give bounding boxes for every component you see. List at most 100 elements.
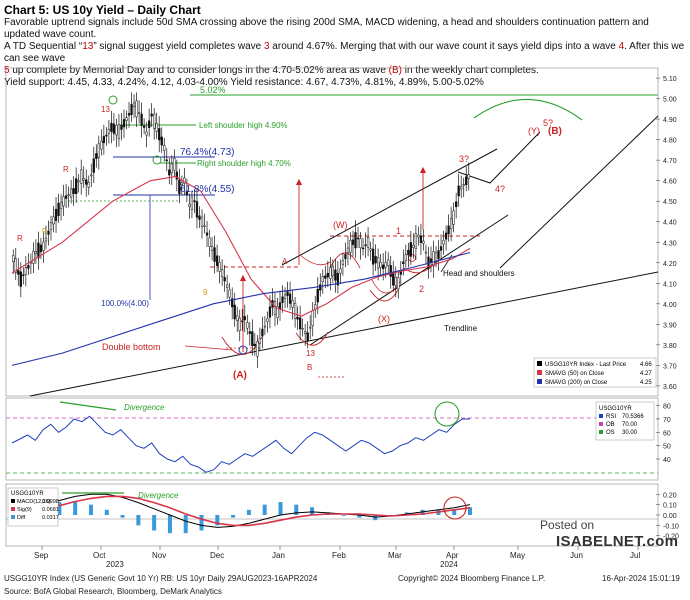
label-a-wave: A	[282, 257, 288, 266]
candle-body	[223, 277, 226, 282]
candle-body	[200, 216, 204, 227]
candle-body	[246, 322, 249, 329]
price-tick-label: 4.20	[663, 261, 677, 268]
candle-body	[356, 237, 360, 240]
candle-body	[291, 300, 294, 308]
macd-hist-bar	[167, 515, 172, 534]
candle-body	[210, 245, 214, 251]
label-double-bottom: Double bottom	[102, 342, 161, 352]
price-tick-label: 3.80	[663, 343, 677, 350]
rsi-y-axis: 80 70 60 50 40	[656, 404, 671, 464]
month-label: Mar	[388, 551, 402, 560]
label-right-shoulder: Right shoulder high 4.70%	[197, 159, 291, 168]
candle-body	[178, 179, 181, 194]
price-tick-label: 4.50	[663, 199, 677, 206]
macd-hist-bar	[88, 504, 93, 515]
candle-body	[42, 241, 45, 251]
svg-text:Diff: Diff	[17, 515, 26, 521]
candle-body	[233, 304, 236, 320]
macd-hist-bar	[468, 507, 472, 515]
candle-body	[261, 328, 264, 337]
macd-tick-label: -0.20	[663, 534, 679, 541]
macd-hist-bar	[183, 515, 188, 534]
x-axis: Sep Oct Nov Dec Jan Feb Mar Apr May Jun Jul 2023 202…	[34, 546, 640, 569]
candle-body	[397, 277, 400, 290]
signal-line	[11, 495, 471, 527]
candle-body	[44, 237, 48, 242]
legend-last-price: USGG10YR Index - Last Price	[545, 362, 627, 368]
candle-body	[198, 215, 201, 220]
macd-hist-bar	[452, 509, 457, 515]
candle-body	[213, 247, 216, 262]
candle-body	[132, 102, 136, 107]
month-label: Sep	[34, 551, 49, 560]
macd-hist-bar	[136, 515, 141, 526]
candle-body	[319, 284, 322, 291]
candle-body	[442, 240, 445, 245]
candle-body	[218, 262, 221, 272]
macd-circle-marker	[443, 496, 467, 520]
candle-body	[278, 302, 282, 310]
candle-body	[100, 140, 103, 150]
svg-text:0.0317: 0.0317	[42, 515, 59, 521]
candle-body	[316, 288, 319, 303]
commentary-line-1: Favorable uptrend signals include 50d SM…	[4, 17, 649, 40]
macd-hist-bar	[57, 502, 62, 515]
candle-body	[465, 176, 468, 186]
candle-body	[387, 259, 390, 266]
year-label: 2024	[440, 560, 458, 569]
candle-body	[163, 145, 166, 151]
candle-body	[462, 184, 465, 186]
macd-hist-bar	[231, 515, 236, 518]
month-label: Oct	[93, 551, 106, 560]
candle-body	[92, 158, 95, 173]
candle-body	[361, 247, 365, 250]
label-fib-61: 61.8%(4.55)	[180, 184, 234, 195]
label-r-1: R	[17, 234, 23, 243]
candle-body	[444, 232, 448, 240]
svg-text:Sig(9): Sig(9)	[17, 507, 32, 513]
macd-line	[11, 493, 471, 528]
month-label: Jul	[630, 551, 640, 560]
candle-body	[110, 122, 113, 132]
candle-body	[32, 250, 35, 264]
svg-text:70.00: 70.00	[622, 422, 638, 428]
label-wave-5q: 5?	[543, 118, 553, 128]
svg-text:0.0681: 0.0681	[42, 507, 59, 513]
price-tick-label: 4.30	[663, 240, 677, 247]
candle-body	[309, 326, 312, 329]
candle-body	[371, 248, 375, 265]
macd-divergence-label: Divergence	[138, 491, 179, 500]
candle-body	[122, 119, 126, 128]
macd-hist-bar	[341, 515, 346, 516]
candle-body	[392, 272, 395, 286]
candle-body	[85, 179, 88, 185]
svg-text:RSI: RSI	[606, 414, 616, 420]
candle-body	[12, 255, 15, 263]
price-tick-label: 5.00	[663, 97, 677, 104]
candle-body	[95, 153, 98, 159]
candle-body	[452, 210, 455, 225]
candle-body	[67, 194, 70, 196]
rsi-line	[11, 415, 470, 473]
label-head-shoulders: Head and shoulders	[443, 269, 515, 278]
candle-body	[281, 296, 284, 303]
label-wave-2: 2	[419, 284, 424, 294]
label-left-shoulder: Left shoulder high 4.90%	[199, 121, 288, 130]
candle-body	[195, 201, 199, 218]
month-label: Jun	[570, 551, 583, 560]
candle-body	[231, 298, 234, 308]
rsi-tick-label: 40	[663, 457, 671, 464]
candle-body	[399, 271, 402, 275]
macd-hist-bar	[73, 502, 78, 515]
candle-body	[155, 123, 158, 132]
candle-body	[185, 190, 189, 196]
candle-body	[153, 113, 156, 129]
candle-body	[414, 233, 418, 249]
price-annotations: 5.02% Left shoulder high 4.90% 76.4%(4.7…	[17, 85, 562, 381]
candle-body	[422, 240, 425, 244]
candle-body	[283, 294, 287, 299]
candle-body	[251, 331, 254, 347]
footer-left: USGG10YR Index (US Generic Govt 10 Yr) R…	[4, 574, 318, 583]
candle-body	[24, 267, 27, 275]
